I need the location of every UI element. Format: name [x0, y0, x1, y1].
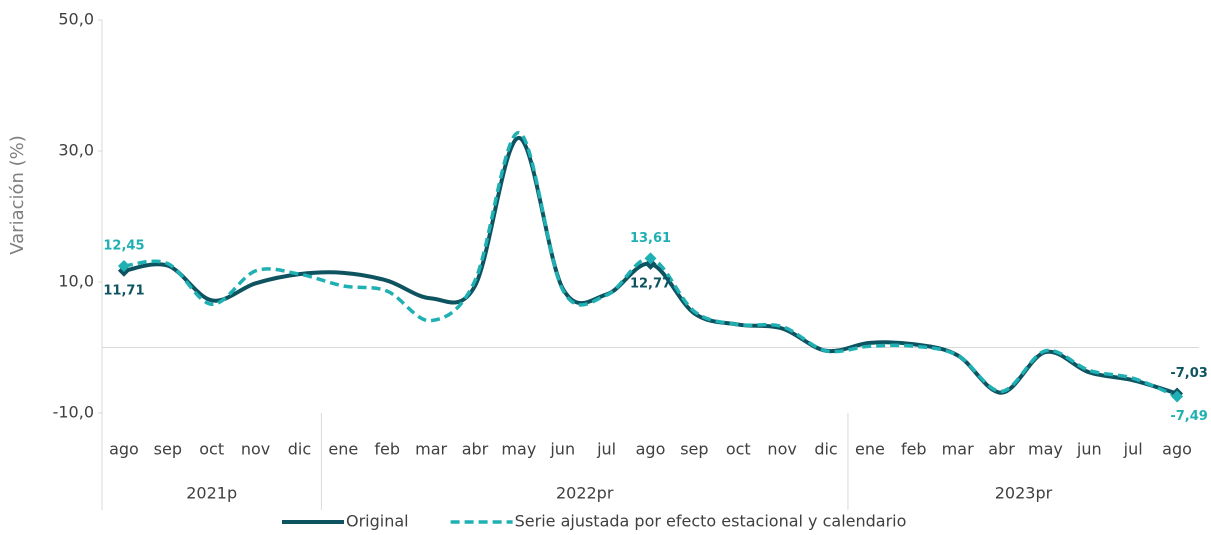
x-tick-label: abr — [462, 440, 489, 459]
group-label: 2022pr — [556, 484, 614, 503]
y-tick-label: 10,0 — [58, 272, 94, 291]
x-tick-label: jun — [1076, 440, 1102, 459]
marker — [644, 252, 657, 265]
x-tick-label: sep — [680, 440, 708, 459]
legend-label: Original — [346, 512, 409, 531]
value-label: 12,77 — [630, 276, 671, 291]
x-tick-label: ago — [636, 440, 666, 459]
value-label: -7,03 — [1170, 366, 1207, 381]
x-tick-label: ago — [1162, 440, 1192, 459]
x-tick-label: nov — [241, 440, 270, 459]
group-label: 2021p — [186, 484, 237, 503]
x-tick-label: mar — [942, 440, 974, 459]
x-tick-label: oct — [726, 440, 751, 459]
group-label: 2023pr — [995, 484, 1053, 503]
x-tick-label: mar — [415, 440, 447, 459]
y-tick-label: -10,0 — [53, 403, 94, 422]
marker — [117, 259, 130, 272]
x-tick-label: jul — [1123, 440, 1143, 459]
y-tick-label: 50,0 — [58, 10, 94, 29]
x-tick-label: feb — [374, 440, 400, 459]
x-tick-label: ene — [855, 440, 885, 459]
legend-label: Serie ajustada por efecto estacional y c… — [515, 512, 907, 531]
value-label: 11,71 — [103, 283, 144, 298]
y-tick-label: 30,0 — [58, 141, 94, 160]
x-tick-label: jun — [549, 440, 575, 459]
x-tick-label: sep — [154, 440, 182, 459]
value-label: -7,49 — [1170, 409, 1207, 424]
value-label: 13,61 — [630, 231, 671, 246]
x-tick-label: nov — [767, 440, 796, 459]
x-tick-label: may — [501, 440, 536, 459]
value-label: 12,45 — [103, 238, 144, 253]
marker — [1171, 390, 1184, 403]
x-tick-label: jul — [596, 440, 616, 459]
y-axis-label: Variación (%) — [7, 135, 28, 255]
x-tick-label: feb — [901, 440, 927, 459]
x-tick-label: abr — [988, 440, 1015, 459]
x-tick-label: dic — [814, 440, 837, 459]
x-tick-label: ago — [109, 440, 139, 459]
x-tick-label: may — [1028, 440, 1063, 459]
x-tick-label: dic — [288, 440, 311, 459]
x-tick-label: oct — [199, 440, 224, 459]
series-line — [123, 130, 1178, 399]
x-tick-label: ene — [328, 440, 358, 459]
